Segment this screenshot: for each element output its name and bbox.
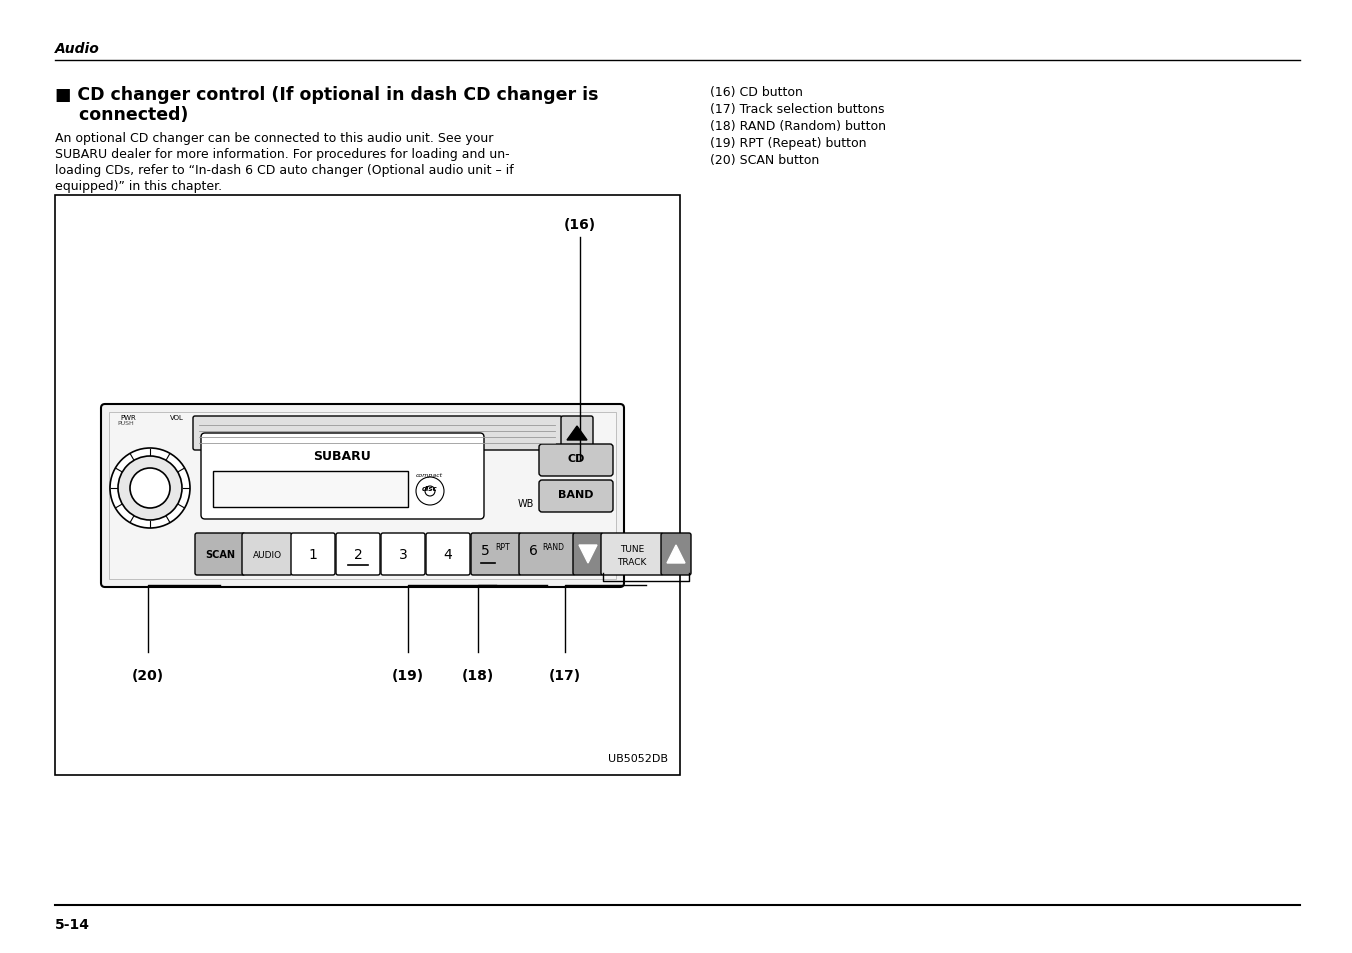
FancyBboxPatch shape <box>201 434 484 519</box>
Text: 3: 3 <box>399 547 407 561</box>
FancyBboxPatch shape <box>242 534 292 576</box>
Polygon shape <box>566 427 587 440</box>
Text: SCAN: SCAN <box>206 550 235 559</box>
FancyBboxPatch shape <box>573 534 603 576</box>
Text: compact: compact <box>416 473 443 477</box>
Text: loading CDs, refer to “In-dash 6 CD auto changer (Optional audio unit – if: loading CDs, refer to “In-dash 6 CD auto… <box>55 164 514 177</box>
Text: CD: CD <box>568 454 584 463</box>
Text: RAND: RAND <box>542 542 564 552</box>
FancyBboxPatch shape <box>602 534 662 576</box>
Text: 1: 1 <box>308 547 318 561</box>
FancyBboxPatch shape <box>193 416 562 451</box>
Bar <box>55 195 680 775</box>
Text: (19): (19) <box>392 668 425 682</box>
Bar <box>214 472 408 507</box>
Text: equipped)” in this chapter.: equipped)” in this chapter. <box>55 180 222 193</box>
Circle shape <box>118 456 183 520</box>
FancyBboxPatch shape <box>101 405 625 587</box>
Text: SUBARU dealer for more information. For procedures for loading and un-: SUBARU dealer for more information. For … <box>55 148 510 161</box>
Text: VOL: VOL <box>170 415 184 420</box>
Text: 5-14: 5-14 <box>55 917 91 931</box>
FancyBboxPatch shape <box>470 534 521 576</box>
Text: TUNE: TUNE <box>619 544 644 554</box>
FancyBboxPatch shape <box>561 416 594 451</box>
FancyBboxPatch shape <box>291 534 335 576</box>
Text: (18): (18) <box>462 668 493 682</box>
Text: UB5052DB: UB5052DB <box>608 753 668 763</box>
Text: (18) RAND (Random) button: (18) RAND (Random) button <box>710 120 886 132</box>
FancyBboxPatch shape <box>539 480 612 513</box>
Circle shape <box>130 469 170 509</box>
Bar <box>110 413 617 579</box>
Text: An optional CD changer can be connected to this audio unit. See your: An optional CD changer can be connected … <box>55 132 493 145</box>
FancyBboxPatch shape <box>337 534 380 576</box>
Text: AUDIO: AUDIO <box>253 550 281 558</box>
Text: (20) SCAN button: (20) SCAN button <box>710 153 819 167</box>
Text: 6: 6 <box>529 543 538 558</box>
FancyBboxPatch shape <box>195 534 245 576</box>
Text: (16): (16) <box>564 218 596 232</box>
Text: (17) Track selection buttons: (17) Track selection buttons <box>710 103 884 116</box>
FancyBboxPatch shape <box>381 534 425 576</box>
Polygon shape <box>579 545 598 563</box>
Text: RPT: RPT <box>496 542 510 552</box>
FancyBboxPatch shape <box>519 534 575 576</box>
Text: (20): (20) <box>132 668 164 682</box>
Text: BAND: BAND <box>558 490 594 499</box>
Text: disc: disc <box>422 485 438 492</box>
Text: 2: 2 <box>354 547 362 561</box>
Text: PUSH: PUSH <box>118 420 134 426</box>
Circle shape <box>425 486 435 497</box>
Circle shape <box>416 477 443 505</box>
FancyBboxPatch shape <box>426 534 470 576</box>
Text: 4: 4 <box>443 547 453 561</box>
Text: WB: WB <box>518 498 534 509</box>
FancyBboxPatch shape <box>661 534 691 576</box>
Text: ■ CD changer control (If optional in dash CD changer is: ■ CD changer control (If optional in das… <box>55 86 599 104</box>
Polygon shape <box>667 545 685 563</box>
Text: (19) RPT (Repeat) button: (19) RPT (Repeat) button <box>710 137 867 150</box>
FancyBboxPatch shape <box>539 444 612 476</box>
Text: Audio: Audio <box>55 42 100 56</box>
Text: PWR: PWR <box>120 415 135 420</box>
Circle shape <box>110 449 191 529</box>
Text: (17): (17) <box>549 668 581 682</box>
Text: SUBARU: SUBARU <box>314 450 372 462</box>
Text: connected): connected) <box>55 106 188 124</box>
Text: (16) CD button: (16) CD button <box>710 86 803 99</box>
Text: 5: 5 <box>480 543 489 558</box>
Text: TRACK: TRACK <box>618 558 646 566</box>
